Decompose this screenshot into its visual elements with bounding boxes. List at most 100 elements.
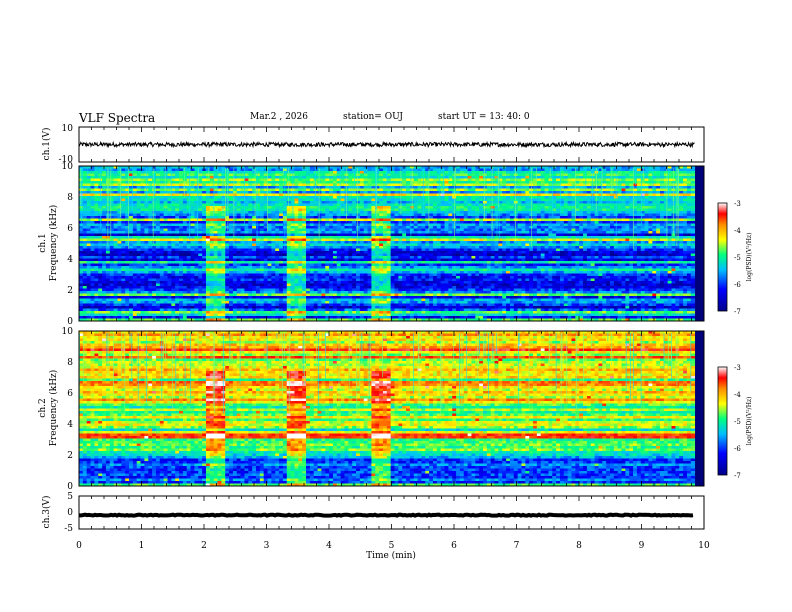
spectrogram-cell-1-2772 xyxy=(279,208,284,212)
spectrogram-cell-1-4278 xyxy=(533,231,538,234)
spectrogram-cell-1-1371 xyxy=(429,186,434,189)
spectrogram-cell-1-1458 xyxy=(148,188,153,192)
spectrogram-cell-1-2165 xyxy=(406,198,411,202)
spectrogram-cell-1-3715 xyxy=(213,223,218,227)
spectrogram-cell-1-3461 xyxy=(467,218,472,222)
spectrogram-cell-1-1866 xyxy=(486,193,492,197)
spectrogram-cell-1-1628 xyxy=(186,191,191,194)
spectrogram-cell-1-2018 xyxy=(456,196,461,199)
spectrogram-cell-1-3986 xyxy=(640,226,646,229)
spectrogram-cell-1-2241 xyxy=(82,201,88,204)
spectrogram-cell-1-1227 xyxy=(490,183,495,187)
spectrogram-cell-1-3731 xyxy=(275,223,280,227)
spectrogram-cell-1-4490 xyxy=(117,236,122,239)
spectrogram-cell-1-1104 xyxy=(633,181,638,184)
spectrogram-cell-1-1805 xyxy=(252,193,257,197)
spectrogram-cell-1-2915 xyxy=(213,211,218,214)
spectrogram-cell-1-4125 xyxy=(559,228,565,232)
spectrogram-cell-1-723 xyxy=(398,176,403,179)
spectrogram-cell-1-3123 xyxy=(398,213,403,217)
spectrogram-cell-1-2807 xyxy=(413,208,418,212)
spectrogram-cell-1-665 xyxy=(175,176,180,179)
spectrogram-cell-1-677 xyxy=(221,176,226,179)
spectrogram-cell-1-1903 xyxy=(629,193,634,197)
spectrogram-cell-1-3758 xyxy=(379,223,384,227)
spectrogram-cell-1-3756 xyxy=(371,223,376,227)
spectrogram-cell-1-1248 xyxy=(571,183,576,187)
spectrogram-cell-1-4091 xyxy=(429,228,434,232)
spectrogram-cell-1-1142 xyxy=(163,183,168,187)
spectrogram-cell-1-4467 xyxy=(644,233,649,237)
spectrogram-cell-1-1874 xyxy=(517,193,522,197)
spectrogram-cell-1-513 xyxy=(205,173,211,177)
spectrogram-cell-1-4111 xyxy=(506,228,511,232)
spectrogram-cell-1-4153 xyxy=(667,228,672,232)
spectrogram-cell-1-4133 xyxy=(590,228,595,232)
spectrogram-cell-1-1596 xyxy=(679,188,684,192)
spectrogram-cell-1-1510 xyxy=(348,188,353,192)
spectrogram-cell-1-1146 xyxy=(179,183,184,187)
spectrogram-cell-1-4791 xyxy=(660,238,665,242)
spectrogram-cell-1-455 xyxy=(598,171,603,174)
spectrogram-cell-1-1062 xyxy=(471,181,476,184)
spectrogram-cell-1-2007 xyxy=(413,196,418,199)
spectrogram-cell-1-2720 xyxy=(79,208,84,212)
spectrogram-cell-1-625 xyxy=(636,173,642,177)
spectrogram-cell-1-3779 xyxy=(459,223,465,227)
spectrogram-cell-1-1231 xyxy=(506,183,511,187)
spectrogram-cell-1-3759 xyxy=(382,223,388,227)
spectrogram-cell-1-3871 xyxy=(198,226,203,229)
spectrogram-cell-1-2082 xyxy=(86,198,91,202)
spectrogram-cell-1-2880 xyxy=(79,211,84,214)
spectrogram-cell-1-4838 xyxy=(225,241,230,244)
spectrogram-cell-1-2150 xyxy=(348,198,353,202)
spectrogram-cell-1-3465 xyxy=(483,218,488,222)
spectrogram-cell-1-3134 xyxy=(440,213,445,217)
spectrogram-cell-1-4799 xyxy=(690,238,696,242)
spectrogram-cell-1-4814 xyxy=(132,241,138,244)
spectrogram-cell-1-4848 xyxy=(263,241,268,244)
spectrogram-cell-1-218 xyxy=(302,168,307,172)
spectrogram-cell-1-3643 xyxy=(552,221,557,224)
spectrogram-cell-1-3316 xyxy=(525,216,530,219)
spectrogram-cell-1-457 xyxy=(606,171,611,174)
spectrogram-cell-1-3426 xyxy=(332,218,338,222)
spectrogram-cell-1-2355 xyxy=(521,201,526,204)
spectrogram-cell-1-3808 xyxy=(571,223,576,227)
spectrogram-cell-1-3866 xyxy=(179,226,184,229)
spectrogram-cell-1-682 xyxy=(240,176,245,179)
spectrogram-cell-1-1968 xyxy=(263,196,268,199)
spectrogram-cell-1-562 xyxy=(394,173,399,177)
spectrogram-cell-1-3645 xyxy=(559,221,565,224)
spectrogram-cell-1-3950 xyxy=(502,226,507,229)
spectrogram-cell-1-4251 xyxy=(429,231,434,234)
spectrogram-cell-1-4420 xyxy=(463,233,469,237)
spectrogram-cell-1-1732 xyxy=(586,191,592,194)
spectrogram-cell-1-3743 xyxy=(321,223,326,227)
spectrogram-cell-1-2777 xyxy=(298,208,303,212)
spectrogram-cell-1-1798 xyxy=(225,193,230,197)
ch1-spectrogram-panel: 0 2 4 6 8 10 ch.1 Frequency (kHz) xyxy=(38,162,705,327)
spectrogram-cell-1-129 xyxy=(575,166,580,169)
spectrogram-cell-1-4636 xyxy=(679,236,684,239)
spectrogram-cell-1-3173 xyxy=(590,213,595,217)
spectrogram-cell-1-2518 xyxy=(533,203,538,207)
spectrogram-cell-1-944 xyxy=(633,178,638,182)
spectrogram-cell-1-68 xyxy=(340,166,345,169)
spectrogram-cell-1-3451 xyxy=(429,218,434,222)
spectrogram-cell-1-4583 xyxy=(475,236,480,239)
spectrogram-cell-1-1489 xyxy=(267,188,272,192)
spectrogram-cell-1-2982 xyxy=(471,211,476,214)
spectrogram-cell-1-1836 xyxy=(371,193,376,197)
spectrogram-cell-1-1170 xyxy=(271,183,276,187)
spectrogram-cell-1-3925 xyxy=(406,226,411,229)
spectrogram-cell-1-1905 xyxy=(636,193,642,197)
spectrogram-cell-1-4047 xyxy=(259,228,265,232)
spectrogram-cell-1-1429 xyxy=(652,186,657,189)
spectrogram-cell-1-3650 xyxy=(579,221,584,224)
spectrogram-cell-1-1664 xyxy=(325,191,330,194)
spectrogram-cell-1-2055 xyxy=(598,196,603,199)
spectrogram-cell-1-4242 xyxy=(394,231,399,234)
spectrogram-cell-1-784 xyxy=(633,176,638,179)
spectrogram-cell-1-2164 xyxy=(402,198,407,202)
